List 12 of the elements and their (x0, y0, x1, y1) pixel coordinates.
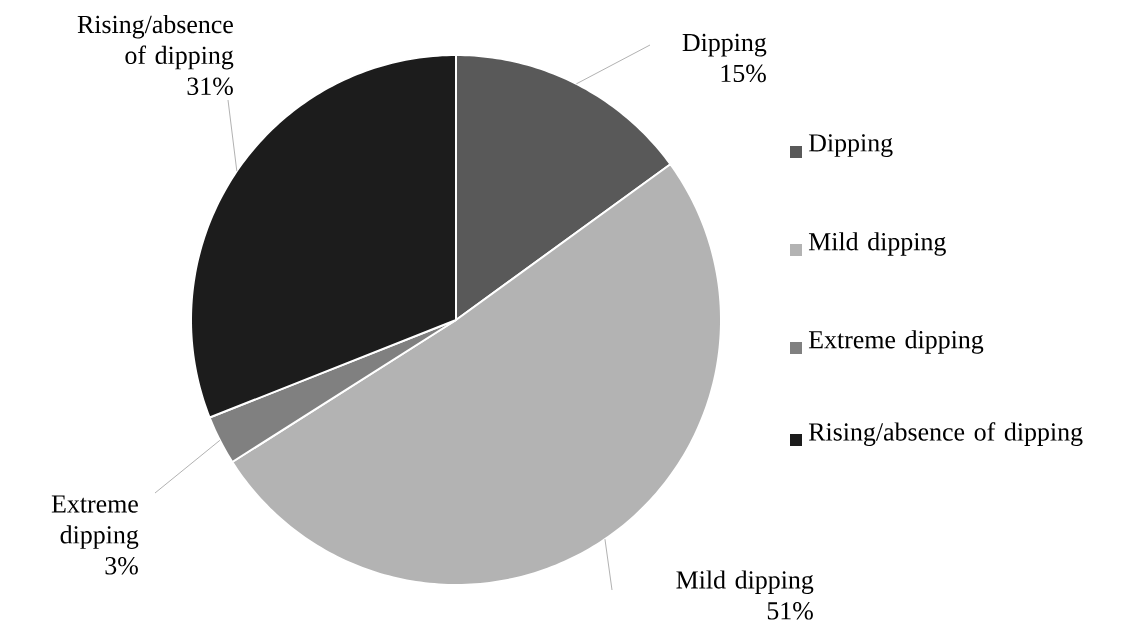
slice-label: Rising/absence of dipping (77, 14, 234, 70)
legend-label: Extreme dipping (808, 330, 984, 354)
slice-label: Extreme dipping (51, 495, 139, 549)
data-label: 15% (721, 64, 766, 83)
data-label: 31% (187, 77, 233, 96)
data-label: 3% (105, 556, 138, 575)
data-label: 51% (767, 602, 813, 620)
legend-label: Dipping (808, 134, 893, 157)
slice-label: Dipping (682, 33, 767, 57)
legend-label: Rising/absence of dipping (808, 422, 1083, 447)
legend-label: Mild dipping (808, 232, 946, 256)
slice-label: Mild dipping (676, 570, 814, 594)
